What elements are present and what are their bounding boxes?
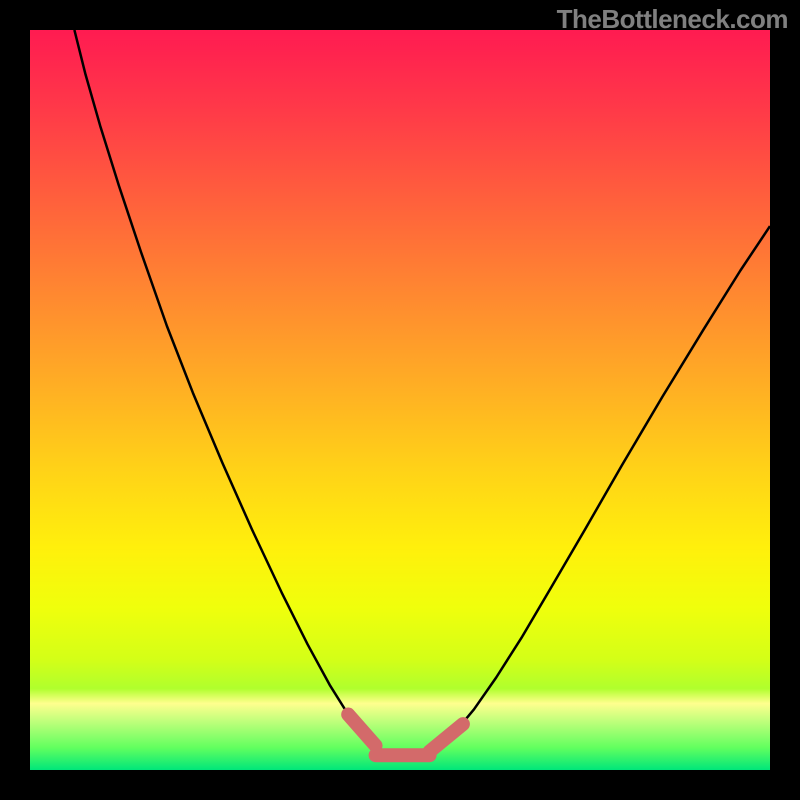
bottleneck-chart — [30, 30, 770, 770]
watermark-text: TheBottleneck.com — [557, 4, 788, 35]
chart-container: TheBottleneck.com — [0, 0, 800, 800]
chart-background — [30, 30, 770, 770]
